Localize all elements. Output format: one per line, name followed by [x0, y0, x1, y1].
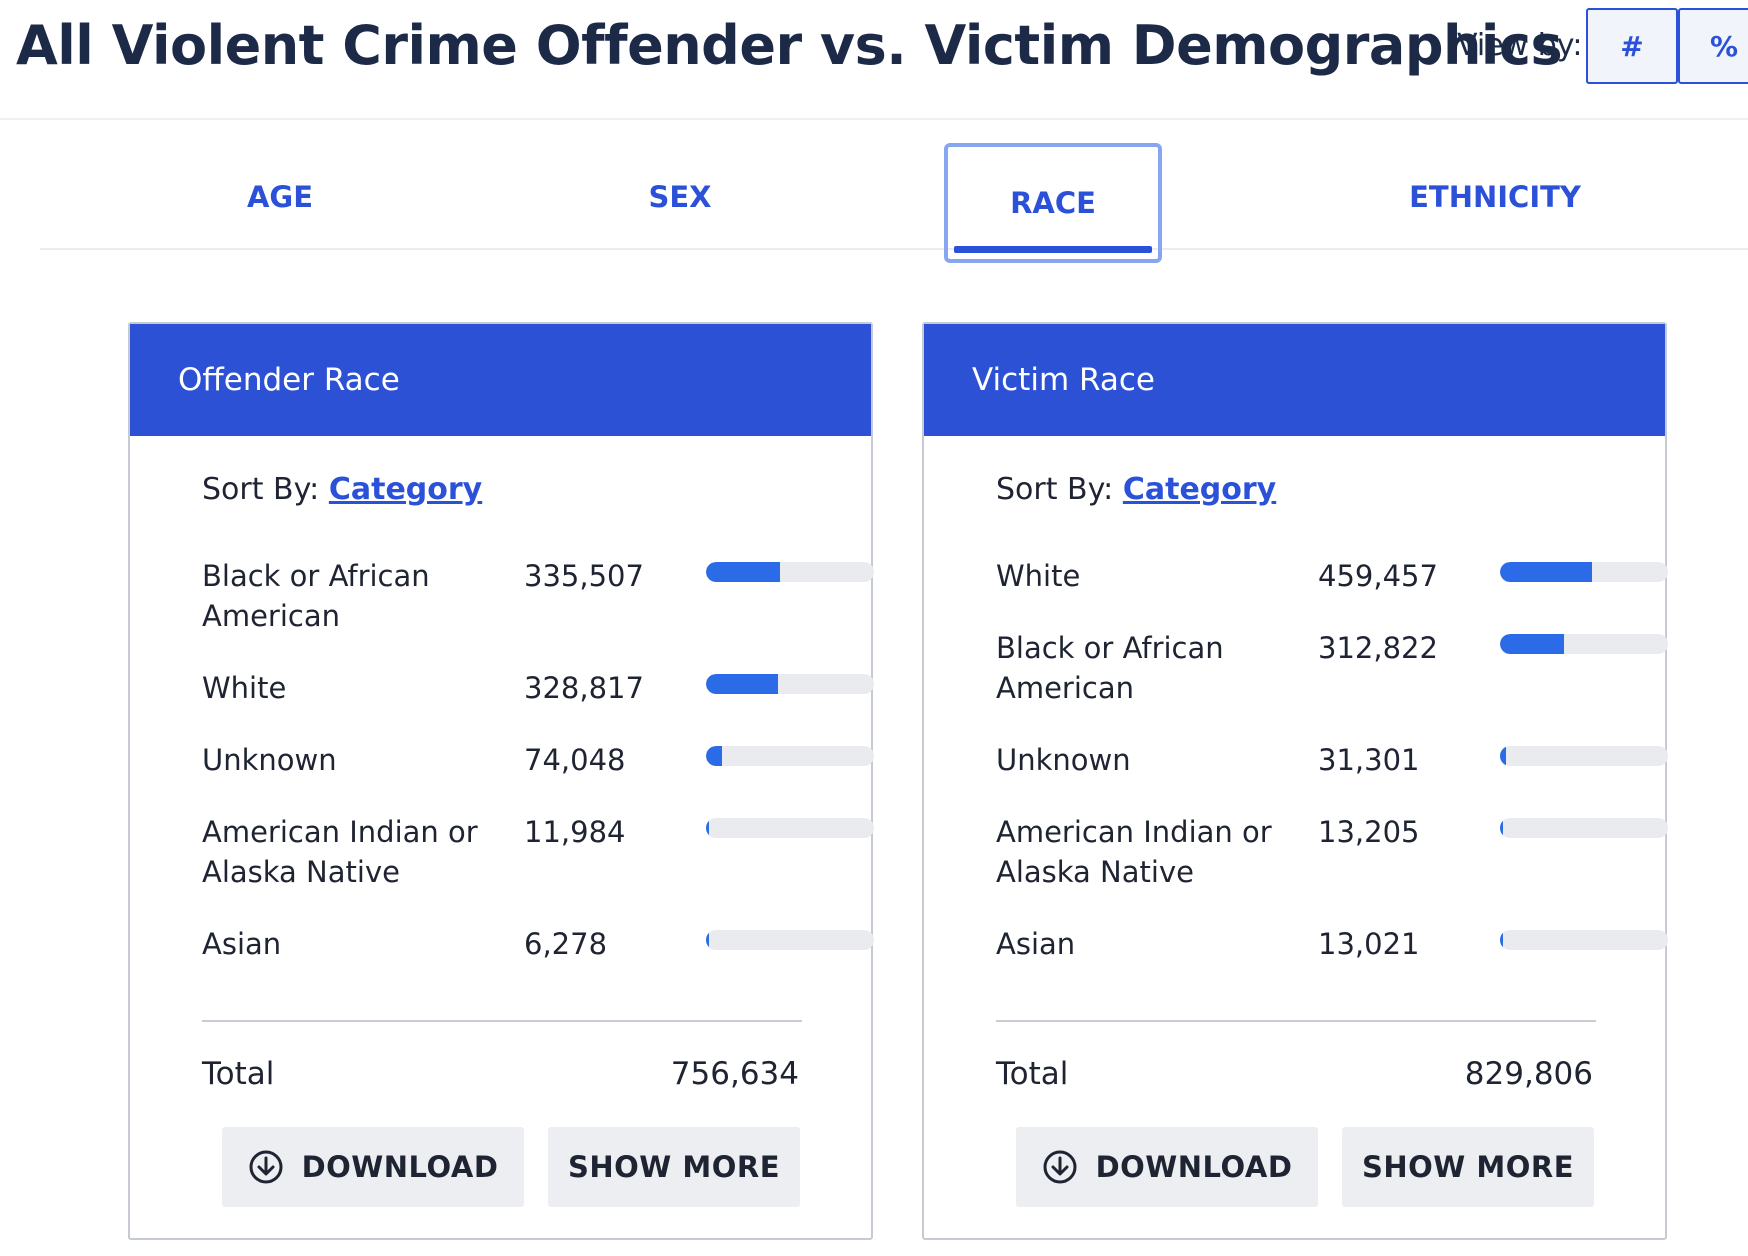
row-value: 13,205	[1318, 815, 1420, 849]
tab-ethnicity[interactable]: ETHNICITY	[1409, 180, 1581, 214]
victim-sort-row: Sort By: Category	[996, 472, 1276, 507]
row-value: 335,507	[524, 559, 644, 593]
row-label: Black or African American	[202, 559, 430, 633]
tab-race[interactable]: RACE	[944, 143, 1162, 263]
row-bar-track	[706, 818, 874, 838]
row-label: Asian	[202, 927, 282, 961]
sort-by-label: Sort By:	[996, 472, 1114, 507]
row-bar-track	[706, 674, 874, 694]
row-label: Black or African American	[996, 631, 1224, 705]
tab-active-indicator	[954, 246, 1152, 253]
row-label: American Indian or Alaska Native	[996, 815, 1272, 889]
offender-show-more-button[interactable]: SHOW MORE	[548, 1127, 800, 1207]
row-bar-fill	[1500, 930, 1503, 950]
row-bar-fill	[1500, 634, 1564, 654]
victim-show-more-button[interactable]: SHOW MORE	[1342, 1127, 1594, 1207]
row-bar-track	[706, 562, 874, 582]
row-label: White	[202, 671, 287, 705]
row-bar-fill	[706, 674, 778, 694]
row-value: 312,822	[1318, 631, 1438, 665]
demographic-tab-bar: AGE SEX RACE ETHNICITY	[40, 143, 1748, 263]
victim-sort-category-link[interactable]: Category	[1122, 472, 1277, 507]
view-by-label: View by:	[1457, 28, 1583, 63]
row-value: 13,021	[1318, 927, 1420, 961]
total-label: Total	[996, 1056, 1069, 1092]
row-label: Unknown	[202, 743, 337, 777]
total-divider	[202, 1020, 802, 1022]
row-bar-track	[706, 930, 874, 950]
row-bar-fill	[1500, 746, 1506, 766]
row-bar-fill	[706, 562, 780, 582]
total-value: 829,806	[1464, 1056, 1593, 1092]
row-bar-track	[1500, 930, 1668, 950]
row-label: American Indian or Alaska Native	[202, 815, 478, 889]
victim-download-button[interactable]: DOWNLOAD	[1016, 1127, 1318, 1207]
total-label: Total	[202, 1056, 275, 1092]
tab-sex[interactable]: SEX	[648, 180, 712, 214]
page-header: All Violent Crime Offender vs. Victim De…	[0, 0, 1748, 120]
row-value: 6,278	[524, 927, 608, 961]
tab-age[interactable]: AGE	[246, 180, 314, 214]
download-label: DOWNLOAD	[1095, 1150, 1293, 1184]
offender-sort-category-link[interactable]: Category	[328, 472, 483, 507]
view-by-percent-button[interactable]: %	[1678, 8, 1748, 84]
row-bar-track	[1500, 818, 1668, 838]
victim-race-card: Victim Race Sort By: Category White 459,…	[922, 322, 1668, 1240]
row-bar-track	[1500, 746, 1668, 766]
row-bar-track	[1500, 634, 1668, 654]
row-value: 328,817	[524, 671, 644, 705]
row-value: 31,301	[1318, 743, 1420, 777]
total-value: 756,634	[670, 1056, 799, 1092]
row-value: 459,457	[1318, 559, 1438, 593]
download-icon	[1043, 1150, 1077, 1184]
download-icon	[249, 1150, 283, 1184]
total-divider	[996, 1020, 1596, 1022]
sort-by-label: Sort By:	[202, 472, 320, 507]
tab-race-label: RACE	[1010, 186, 1096, 220]
view-by-count-button[interactable]: #	[1586, 8, 1678, 84]
offender-sort-row: Sort By: Category	[202, 472, 482, 507]
victim-card-header: Victim Race	[924, 324, 1665, 436]
row-value: 11,984	[524, 815, 626, 849]
page-title: All Violent Crime Offender vs. Victim De…	[16, 14, 1563, 77]
offender-card-header: Offender Race	[130, 324, 871, 436]
row-value: 74,048	[524, 743, 626, 777]
row-bar-fill	[1500, 562, 1592, 582]
row-label: Unknown	[996, 743, 1131, 777]
row-bar-fill	[1500, 818, 1503, 838]
row-bar-track	[706, 746, 874, 766]
row-label: Asian	[996, 927, 1076, 961]
row-label: White	[996, 559, 1081, 593]
row-bar-fill	[706, 746, 722, 766]
row-bar-track	[1500, 562, 1668, 582]
download-label: DOWNLOAD	[301, 1150, 499, 1184]
row-bar-fill	[706, 930, 709, 950]
row-bar-fill	[706, 818, 709, 838]
offender-race-card: Offender Race Sort By: Category Black or…	[128, 322, 874, 1240]
offender-download-button[interactable]: DOWNLOAD	[222, 1127, 524, 1207]
